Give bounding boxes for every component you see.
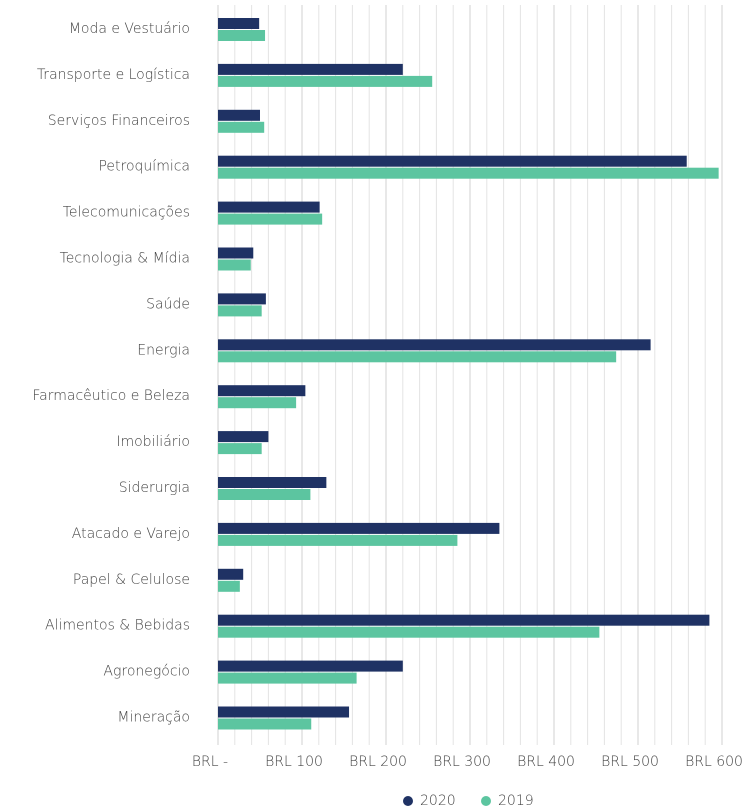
bar — [218, 213, 323, 225]
bar — [218, 247, 254, 259]
bar — [218, 385, 306, 397]
x-tick-label: BRL 200 — [349, 754, 407, 770]
bar — [218, 155, 687, 167]
legend-label: 2020 — [420, 793, 456, 809]
bar — [218, 121, 265, 133]
bar — [218, 522, 500, 534]
category-label: Energia — [137, 342, 190, 358]
category-label: Telecomunicações — [63, 205, 190, 221]
category-label: Mineração — [117, 710, 190, 726]
bar — [218, 534, 458, 546]
category-label: Siderurgia — [119, 480, 190, 496]
bar — [218, 201, 320, 213]
category-label: Atacado e Varejo — [72, 526, 190, 542]
bar — [218, 75, 433, 87]
bar — [218, 18, 260, 29]
bar — [218, 489, 311, 500]
bar — [218, 443, 262, 455]
legend-marker — [403, 796, 413, 806]
bar — [218, 706, 350, 718]
bar — [218, 339, 651, 351]
bar — [218, 259, 251, 271]
legend-marker — [481, 796, 491, 806]
category-label: Imobiliário — [116, 434, 190, 450]
bar — [218, 305, 262, 317]
bar — [218, 580, 240, 592]
bar — [218, 431, 269, 443]
bar — [218, 626, 600, 638]
bar — [218, 351, 617, 363]
bar — [218, 167, 719, 179]
category-label: Papel & Celulose — [73, 572, 190, 588]
bar — [218, 614, 710, 626]
bar — [218, 109, 260, 121]
category-label: Tecnologia & Mídia — [60, 251, 190, 267]
x-tick-label: BRL - — [192, 754, 228, 770]
x-tick-label: BRL 400 — [517, 754, 575, 770]
legend-label: 2019 — [498, 793, 534, 809]
bar — [218, 293, 266, 305]
bar — [218, 477, 327, 488]
bar — [218, 718, 312, 730]
category-label: Serviços Financeiros — [48, 113, 190, 129]
bar — [218, 397, 297, 409]
category-label: Alimentos & Bebidas — [45, 618, 190, 634]
bar — [218, 568, 244, 580]
x-tick-label: BRL 300 — [433, 754, 491, 770]
category-label: Petroquímica — [98, 159, 190, 175]
category-label: Transporte e Logística — [37, 67, 190, 83]
category-label: Farmacêutico e Beleza — [32, 388, 190, 404]
category-label: Agronegócio — [103, 664, 190, 680]
x-tick-label: BRL 600 — [685, 754, 743, 770]
bar — [218, 63, 403, 75]
x-tick-label: BRL 100 — [265, 754, 323, 770]
x-tick-label: BRL 500 — [601, 754, 659, 770]
bar — [218, 672, 357, 684]
category-label: Moda e Vestuário — [69, 21, 190, 37]
bar — [218, 30, 266, 41]
bar — [218, 660, 403, 672]
category-label: Saúde — [146, 296, 190, 312]
